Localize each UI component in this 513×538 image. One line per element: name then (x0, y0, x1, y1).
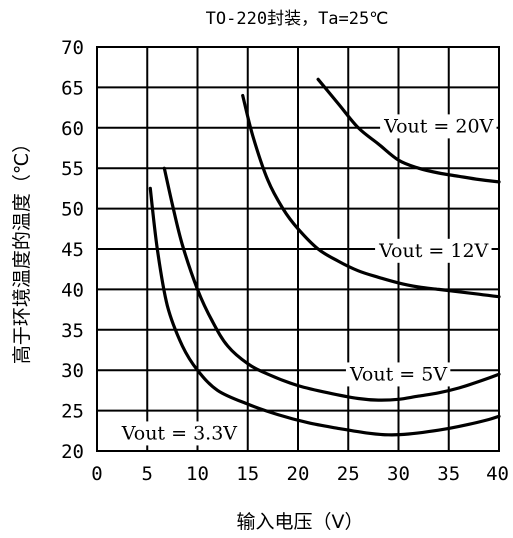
y-tick-label-8: 60 (61, 118, 84, 140)
x-axis-title: 输入电压（V） (237, 511, 364, 533)
series-label-bg-1 (375, 238, 492, 263)
y-tick-label-0: 20 (61, 441, 84, 463)
series-line-0 (316, 77, 501, 184)
x-tick-label-6: 30 (387, 463, 410, 485)
y-tick-label-2: 30 (61, 360, 84, 382)
x-tick-label-0: 0 (91, 463, 102, 485)
y-tick-label-6: 50 (61, 199, 84, 221)
series-label-0: Vout = 20V (383, 115, 493, 137)
series-label-1: Vout = 12V (378, 240, 488, 262)
x-tick-label-5: 25 (337, 463, 360, 485)
series-labels: Vout = 20V Vout = 12V Vout = 5V Vout = 3.3V (117, 114, 497, 446)
plot-frame (96, 46, 500, 452)
series-line-2 (162, 166, 501, 402)
series-label-2: Vout = 5V (349, 363, 447, 385)
x-tick-label-2: 10 (186, 463, 209, 485)
y-tick-label-4: 40 (61, 279, 84, 301)
series-label-bg-2 (345, 362, 451, 387)
y-tick-label-5: 45 (61, 239, 84, 261)
y-tick-labels: 20 25 30 35 40 45 50 55 60 65 70 (61, 37, 84, 463)
y-axis-title: 高于环境温度的温度（℃） (11, 134, 33, 364)
x-tick-label-3: 15 (236, 463, 259, 485)
y-tick-label-9: 65 (61, 77, 84, 99)
y-tick-label-1: 25 (61, 401, 84, 423)
series-curves (148, 77, 501, 437)
series-label-bg-0 (380, 114, 497, 139)
x-tick-label-8: 40 (486, 463, 509, 485)
x-tick-label-4: 20 (287, 463, 310, 485)
y-tick-label-10: 70 (61, 37, 84, 59)
y-tick-label-3: 35 (61, 320, 84, 342)
y-tick-label-7: 55 (61, 158, 84, 180)
series-line-3 (148, 186, 501, 437)
x-tick-label-1: 5 (142, 463, 153, 485)
chart-title: TO-220封装，Ta=25℃ (206, 9, 389, 29)
series-line-1 (241, 93, 501, 299)
x-tick-label-7: 35 (437, 463, 460, 485)
series-label-bg-3 (117, 421, 241, 446)
series-label-3: Vout = 3.3V (121, 422, 238, 444)
x-tick-labels: 0 5 10 15 20 25 30 35 40 (91, 463, 509, 485)
